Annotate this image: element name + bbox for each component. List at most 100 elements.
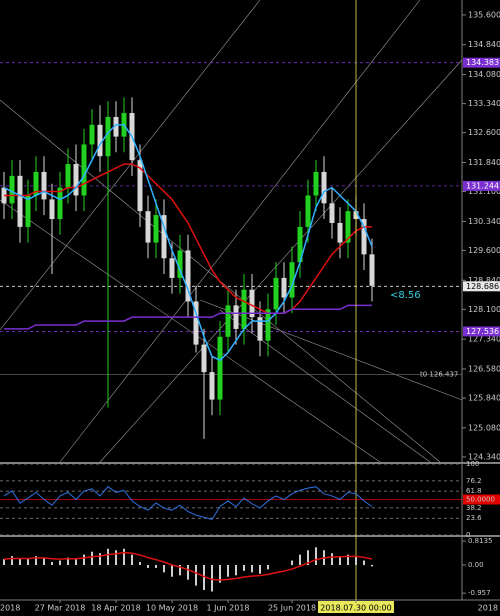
- level-box: [463, 180, 500, 191]
- candle-body: [297, 226, 303, 263]
- macd-bar: [67, 557, 69, 565]
- rsi-level-box: [463, 494, 500, 505]
- macd-bar: [299, 554, 301, 565]
- candle-body: [265, 309, 271, 341]
- macd-bar: [195, 564, 197, 586]
- level-box: [463, 326, 500, 337]
- level-box: [463, 281, 500, 292]
- macd-bar: [339, 556, 341, 565]
- macd-bar: [243, 564, 245, 571]
- candle-body: [41, 171, 47, 200]
- candle-body: [137, 160, 143, 212]
- candle-body: [281, 277, 287, 298]
- candle-body: [89, 124, 95, 145]
- macd-bar: [99, 553, 101, 565]
- x-tick-label: 25 Jun 2018: [268, 604, 316, 613]
- macd-bar: [123, 548, 125, 565]
- candle-body: [73, 164, 79, 196]
- macd-bar: [355, 556, 357, 565]
- candle-body: [241, 289, 247, 329]
- candle-body: [233, 305, 239, 329]
- macd-bar: [291, 560, 293, 565]
- rsi-tick-label: 0: [466, 531, 470, 539]
- macd-bar: [171, 564, 173, 577]
- y-tick-label: 128.100: [468, 305, 500, 314]
- macd-bar: [267, 564, 269, 570]
- candle-body: [289, 262, 295, 298]
- rsi-tick-label: 50.0000: [466, 496, 495, 504]
- macd-bar: [259, 564, 261, 574]
- panel-divider: [0, 535, 500, 537]
- panel-divider: [0, 462, 500, 464]
- candle-body: [161, 215, 167, 259]
- macd-bar: [107, 548, 109, 565]
- y-tick-label: 131.840: [468, 158, 500, 167]
- macd-tick-label: 0.00: [468, 561, 484, 569]
- y-tick-label: 129.600: [468, 246, 500, 255]
- macd-bar: [163, 564, 165, 573]
- candle-body: [25, 195, 31, 227]
- macd-bar: [315, 547, 317, 565]
- macd-bar: [147, 564, 149, 568]
- candle-body: [81, 144, 87, 196]
- y-tick-label: 128.840: [468, 276, 500, 285]
- macd-bar: [115, 550, 117, 565]
- macd-bar: [347, 554, 349, 565]
- macd-tick-label: 0.8135: [468, 537, 493, 545]
- macd-bar: [187, 564, 189, 580]
- y-tick-label: 126.580: [468, 364, 500, 373]
- macd-bar: [227, 564, 229, 577]
- rsi-tick-label: 76.2: [466, 477, 482, 485]
- y-tick-label: 132.600: [468, 128, 500, 137]
- candle-body: [257, 317, 263, 341]
- candle-body: [177, 250, 183, 278]
- candle-body: [57, 187, 63, 220]
- gann-fan: [0, 0, 463, 463]
- rsi-tick-label: 23.6: [466, 514, 482, 522]
- macd-bar: [3, 559, 5, 565]
- x-edge-label: 2018: [478, 604, 498, 613]
- level-box: [463, 57, 500, 68]
- macd-bar: [203, 564, 205, 590]
- candle-body: [225, 305, 231, 337]
- macd-bar: [131, 554, 133, 565]
- candle-body: [313, 171, 319, 196]
- y-tick-label: 127.340: [468, 335, 500, 344]
- macd-bar: [219, 564, 221, 583]
- macd-bar: [363, 560, 365, 565]
- y-tick-label: 134.840: [468, 40, 500, 49]
- macd-tick-label: -0.957: [468, 589, 491, 597]
- macd-bar: [155, 564, 157, 568]
- candle-body: [209, 372, 215, 400]
- y-tick-label: 124.340: [468, 452, 500, 461]
- y-tick-label: 135.600: [468, 10, 500, 19]
- macd-bar: [59, 560, 61, 565]
- macd-bar: [91, 551, 93, 565]
- candle-body: [65, 164, 71, 188]
- candle-body: [9, 175, 15, 204]
- candle-body: [105, 116, 111, 157]
- macd-bar: [235, 564, 237, 576]
- macd-bar: [43, 557, 45, 565]
- candle-body: [153, 215, 159, 243]
- level-label: 134.383: [466, 58, 499, 67]
- candle-body: [17, 175, 23, 227]
- y-tick-label: 130.340: [468, 217, 500, 226]
- candle-body: [193, 301, 199, 345]
- macd-bar: [307, 550, 309, 565]
- candle-body: [185, 250, 191, 302]
- candle-body: [273, 277, 279, 310]
- y-tick-label: 131.100: [468, 187, 500, 196]
- moving-average: [4, 304, 372, 330]
- x-tick-label: 10 May 2018: [146, 604, 198, 613]
- level-label: 131.244: [466, 181, 499, 190]
- macd-bar: [371, 564, 373, 567]
- macd-bar: [35, 556, 37, 565]
- macd-bar: [331, 553, 333, 565]
- candle-body: [169, 258, 175, 278]
- macd-bar: [179, 564, 181, 576]
- rsi-tick-label: 100: [466, 460, 479, 468]
- candle-body: [345, 211, 351, 243]
- candle-body: [305, 195, 311, 227]
